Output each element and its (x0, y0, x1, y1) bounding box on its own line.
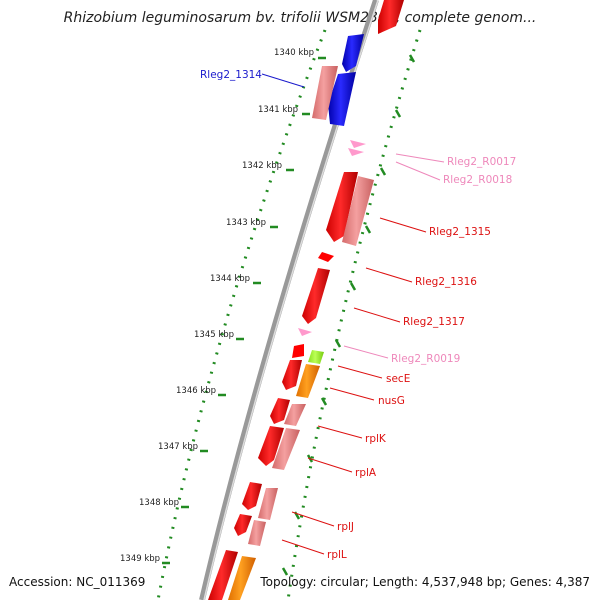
kbp-tick-label: 1344 kbp (210, 274, 250, 284)
gene-label-rpll[interactable]: rplL (327, 549, 347, 561)
kbp-tick-label: 1342 kbp (242, 161, 282, 171)
kbp-ticks: 1340 kbp 1341 kbp 1342 kbp 1343 kbp 1344… (120, 48, 326, 565)
gene-label-rleg2-r0017[interactable]: Rleg2_R0017 (447, 156, 516, 168)
gene-arrow-nusg-1[interactable] (282, 360, 302, 390)
gene-label-rleg2-r0018[interactable]: Rleg2_R0018 (443, 174, 512, 186)
gene-bar-rplj[interactable] (258, 488, 278, 520)
kbp-tick-label: 1343 kbp (226, 218, 266, 228)
gene-bar-bottom-orange[interactable] (228, 556, 256, 600)
accession-text: Accession: NC_011369 (9, 575, 146, 589)
genome-summary-text: Topology: circular; Length: 4,537,948 bp… (260, 575, 590, 589)
gene-arrow-rplk[interactable] (270, 398, 290, 424)
gene-arrow-rpla[interactable] (258, 426, 284, 466)
gene-bar-rleg2-1314[interactable] (312, 66, 338, 120)
map-title: Rhizobium leguminosarum bv. trifolii WSM… (63, 10, 537, 26)
gene-labels[interactable]: Rleg2_1314 Rleg2_R0017 Rleg2_R0018 Rleg2… (200, 69, 516, 561)
gene-label-rleg2-1315[interactable]: Rleg2_1315 (429, 226, 491, 238)
gene-label-rplk[interactable]: rplK (365, 433, 387, 445)
kbp-tick-label: 1341 kbp (258, 105, 298, 115)
gene-bar-rleg2-1315[interactable] (342, 176, 374, 246)
gene-bar-nusg[interactable] (296, 364, 320, 398)
kbp-tick-label: 1348 kbp (139, 498, 179, 508)
gene-arrow-blue-1[interactable] (342, 34, 364, 72)
gene-arrow-rplj-2[interactable] (234, 514, 252, 536)
kbp-tick-label: 1340 kbp (274, 48, 314, 58)
gene-label-rleg2-1317[interactable]: Rleg2_1317 (403, 316, 465, 328)
gene-arrow-rleg2-1317[interactable] (302, 268, 330, 324)
gene-label-sece[interactable]: secE (386, 373, 410, 385)
rna-rleg2-r0019[interactable] (298, 328, 312, 336)
rna-rleg2-r0017[interactable] (350, 140, 366, 148)
rna-rleg2-r0018[interactable] (348, 148, 364, 156)
gene-label-rplj[interactable]: rplJ (337, 521, 354, 533)
kbp-tick-label: 1347 kbp (158, 442, 198, 452)
kbp-tick-label: 1345 kbp (194, 330, 234, 340)
gene-features[interactable] (208, 0, 404, 600)
gene-label-rleg2-r0019[interactable]: Rleg2_R0019 (391, 353, 460, 365)
gene-arrow-rleg2-1316[interactable] (318, 252, 334, 262)
gene-arrow-rplj-1[interactable] (242, 482, 262, 510)
kbp-tick-label: 1349 kbp (120, 554, 160, 564)
gene-arrow-top[interactable] (378, 0, 404, 34)
gene-bar-rpll[interactable] (248, 520, 266, 546)
gene-arrow-rleg2-1315[interactable] (326, 172, 358, 242)
gene-arrow-bottom-red[interactable] (208, 550, 238, 600)
label-connectors (261, 73, 445, 555)
gene-arrow-sece-1[interactable] (292, 344, 304, 358)
gene-bar-rplk[interactable] (284, 404, 306, 426)
kbp-tick-label: 1346 kbp (176, 386, 216, 396)
gene-bar-rpla[interactable] (272, 428, 300, 470)
gene-label-nusg[interactable]: nusG (378, 395, 405, 407)
gene-label-rpla[interactable]: rplA (355, 467, 377, 479)
gene-bar-sece[interactable] (308, 350, 324, 364)
gene-arrow-blue-2[interactable] (328, 72, 356, 126)
gene-label-rleg2-1316[interactable]: Rleg2_1316 (415, 276, 477, 288)
gene-label-rleg2-1314[interactable]: Rleg2_1314 (200, 69, 262, 81)
